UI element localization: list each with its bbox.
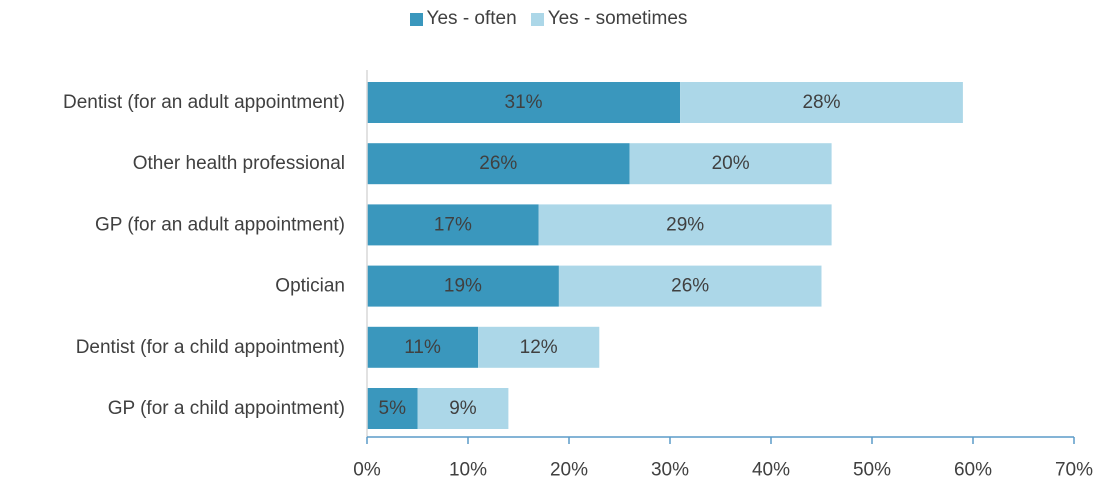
legend-label-sometimes: Yes - sometimes [547,8,688,29]
category-label: GP (for an adult appointment) [95,214,345,235]
x-tick-label: 20% [550,460,588,481]
category-label: Other health professional [133,153,345,174]
data-label: 17% [434,214,472,235]
category-label: Dentist (for an adult appointment) [63,92,345,113]
data-label: 9% [449,398,477,419]
x-tick-label: 60% [954,460,992,481]
x-tick-label: 30% [651,460,689,481]
legend-item-sometimes: Yes - sometimes [530,8,688,30]
bar-often [367,326,479,368]
data-label: 26% [479,153,517,174]
data-label: 26% [671,276,709,297]
x-tick-label: 0% [353,460,381,481]
axes-group: Dentist (for an adult appointment) Other … [63,70,1093,481]
bar-often [367,388,418,429]
data-label: 28% [802,92,840,113]
bar-often [367,204,539,246]
bars-group: 31% 28% 26% 20% 17% 29% 19% 26% 11% 12% 5% 9% [367,82,963,429]
x-tick-label: 70% [1055,460,1093,481]
category-label: Optician [275,276,345,297]
bar-often [367,82,681,123]
bar-sometimes [558,265,822,307]
x-tick-label: 40% [752,460,790,481]
data-label: 20% [712,153,750,174]
bar-often [367,143,630,185]
chart-legend: Yes - often Yes - sometimes [0,8,1097,30]
category-label: GP (for a child appointment) [108,398,345,419]
legend-swatch-sometimes [530,12,544,26]
bar-sometimes [478,326,600,368]
bar-often [367,265,559,307]
data-label: 11% [404,337,441,358]
x-tick-label: 50% [853,460,891,481]
data-label: 12% [520,337,558,358]
category-label: Dentist (for a child appointment) [76,337,345,358]
data-label: 19% [444,276,482,297]
legend-swatch-often [409,12,423,26]
data-label: 29% [666,214,704,235]
x-tick-label: 10% [449,460,487,481]
legend-label-often: Yes - often [426,8,517,29]
data-label: 5% [379,398,407,419]
bar-sometimes [417,388,509,429]
legend-item-often: Yes - often [409,8,517,30]
bar-sometimes [629,143,832,185]
bar-sometimes [680,82,963,123]
data-label: 31% [505,92,543,113]
bar-sometimes [538,204,832,246]
